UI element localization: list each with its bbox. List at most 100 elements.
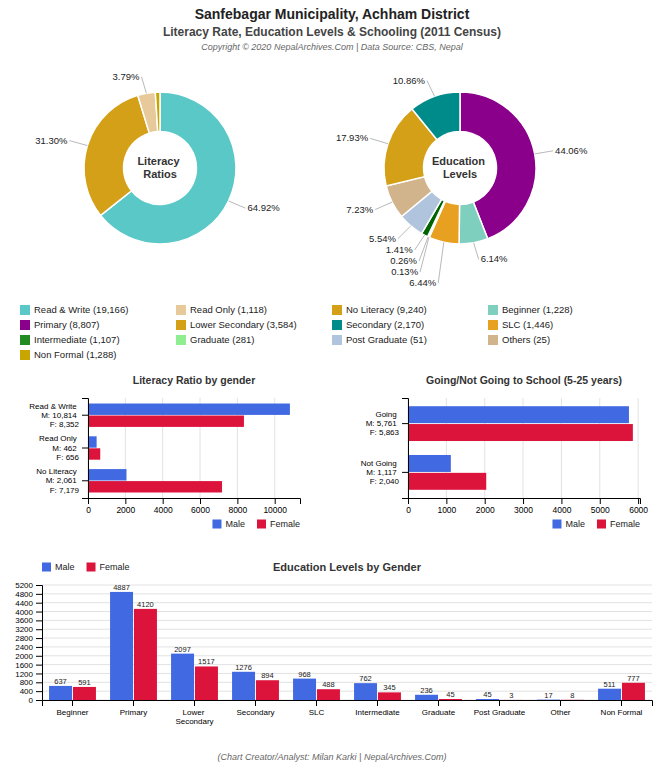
data-label: 0.13% — [391, 266, 418, 277]
leader-line — [370, 138, 388, 143]
pie-title: Education Levels — [432, 155, 488, 180]
data-label: 591 — [78, 678, 91, 687]
bar-chart: 0200040006000800010000Read & Write M: 10… — [29, 374, 300, 529]
bar-chart: 0100020003000400050006000Going M: 5,761 … — [361, 374, 649, 529]
y-axis-line — [402, 399, 409, 499]
chart-title: Education Levels by Gender — [273, 561, 422, 573]
y-tick-label: No Literacy M: 2,061 F: 7,179 — [36, 467, 79, 494]
x-tick-label: 0 — [406, 505, 411, 515]
grid-line — [42, 655, 652, 656]
legend-swatch — [257, 520, 266, 529]
x-tick: Graduate — [422, 700, 456, 717]
x-tick-mark — [194, 700, 195, 706]
leader-line — [375, 202, 392, 210]
legend-label: Graduate (281) — [190, 334, 254, 345]
bar — [88, 448, 100, 459]
text-line: F: 5,863 — [370, 428, 400, 437]
x-tick: 4000 — [552, 498, 571, 515]
legend-swatch — [332, 335, 342, 345]
x-tick: 4000 — [154, 498, 173, 515]
data-label: 4120 — [137, 600, 154, 609]
text-line: Lower — [182, 708, 206, 717]
slices — [84, 92, 236, 244]
x-tick-label: SLC — [309, 708, 325, 717]
text-line: M: 2,061 — [46, 476, 79, 485]
legend-label: SLC (1,446) — [502, 319, 553, 330]
x-axis-line — [89, 499, 301, 505]
legend-swatch — [332, 320, 342, 330]
data-label: 3 — [509, 691, 513, 700]
legend-swatch — [176, 335, 186, 345]
leader-line — [438, 242, 444, 283]
x-tick-mark — [200, 498, 201, 504]
x-axis: Beginner Primary Lower SecondarySecondary S… — [43, 700, 653, 726]
y-tick: 3200 — [15, 625, 42, 634]
slices — [384, 92, 536, 244]
x-tick-label: Primary — [120, 708, 148, 717]
bar — [110, 592, 133, 700]
x-tick: 8000 — [228, 498, 247, 515]
legend-item: Female — [87, 562, 130, 572]
chart-canvas: Sanfebagar Municipality, Achham District… — [0, 0, 664, 768]
legend-swatch — [176, 305, 186, 315]
x-tick: 3000 — [514, 498, 533, 515]
bar — [378, 692, 401, 700]
x-tick-label: Lower Secondary — [175, 708, 213, 726]
text-line: Secondary — [175, 717, 213, 726]
y-tick-label: 4800 — [15, 590, 33, 599]
bar — [622, 683, 645, 700]
legend-swatch — [20, 305, 30, 315]
pie-chart: Literacy Ratios64.92%31.30%3.79% — [35, 71, 280, 244]
x-tick: Beginner — [56, 700, 88, 717]
data-label: 6.14% — [481, 253, 508, 264]
data-label: 345 — [383, 683, 396, 692]
x-tick-mark — [485, 498, 486, 504]
y-tick: 3600 — [15, 616, 42, 625]
y-tick-mark — [36, 682, 42, 683]
y-tick: Not Going M: 1,117 F: 2,040 — [361, 459, 408, 486]
text-line: F: 656 — [56, 453, 79, 462]
bars — [88, 404, 290, 493]
x-tick-mark — [600, 498, 601, 504]
data-label: 45 — [483, 690, 491, 699]
legend-item: No Literacy (9,240) — [332, 304, 427, 315]
legend-swatch — [488, 335, 498, 345]
bar — [88, 436, 97, 447]
x-axis-line — [43, 701, 653, 707]
x-tick-mark — [499, 700, 500, 706]
y-tick: 1600 — [15, 661, 42, 670]
leader-line — [228, 201, 245, 208]
legend-item: Intermediate (1,107) — [20, 334, 120, 345]
y-tick-mark — [36, 638, 42, 639]
y-tick: 0 — [29, 696, 42, 705]
text-line: M: 10,814 — [41, 411, 79, 420]
legend-swatch — [20, 350, 30, 360]
x-tick-label: Non Formal — [601, 708, 643, 717]
x-tick-label: 6000 — [191, 505, 210, 515]
y-tick: 2400 — [15, 643, 42, 652]
x-tick: Non Formal — [601, 700, 643, 717]
legend-label: Primary (8,807) — [34, 319, 99, 330]
y-tick: 5200 — [15, 581, 42, 590]
grid-line — [638, 398, 639, 498]
x-tick-label: Other — [550, 708, 570, 717]
x-tick-label: 3000 — [514, 505, 533, 515]
y-tick-label: Read & Write M: 10,814 F: 8,352 — [29, 402, 79, 429]
legend-label: No Literacy (9,240) — [346, 304, 427, 315]
bar — [171, 654, 194, 700]
slice — [459, 202, 488, 244]
x-tick-mark — [72, 700, 73, 706]
x-tick-mark — [560, 700, 561, 706]
x-tick: 0 — [406, 498, 411, 515]
legend-swatch — [20, 335, 30, 345]
legend-swatch — [42, 563, 51, 572]
y-tick-label: Going M: 5,761 F: 5,863 — [366, 410, 400, 437]
data-label: 236 — [420, 686, 433, 695]
data-label: 8 — [570, 691, 574, 700]
chart-root: Sanfebagar Municipality, Achham District… — [0, 0, 664, 768]
text-line: Education — [432, 155, 488, 167]
legend-item: Read & Write (19,166) — [20, 304, 128, 315]
legend: MaleFemale — [212, 519, 300, 529]
x-tick-label: 4000 — [552, 505, 571, 515]
data-label: 10.86% — [393, 75, 426, 86]
